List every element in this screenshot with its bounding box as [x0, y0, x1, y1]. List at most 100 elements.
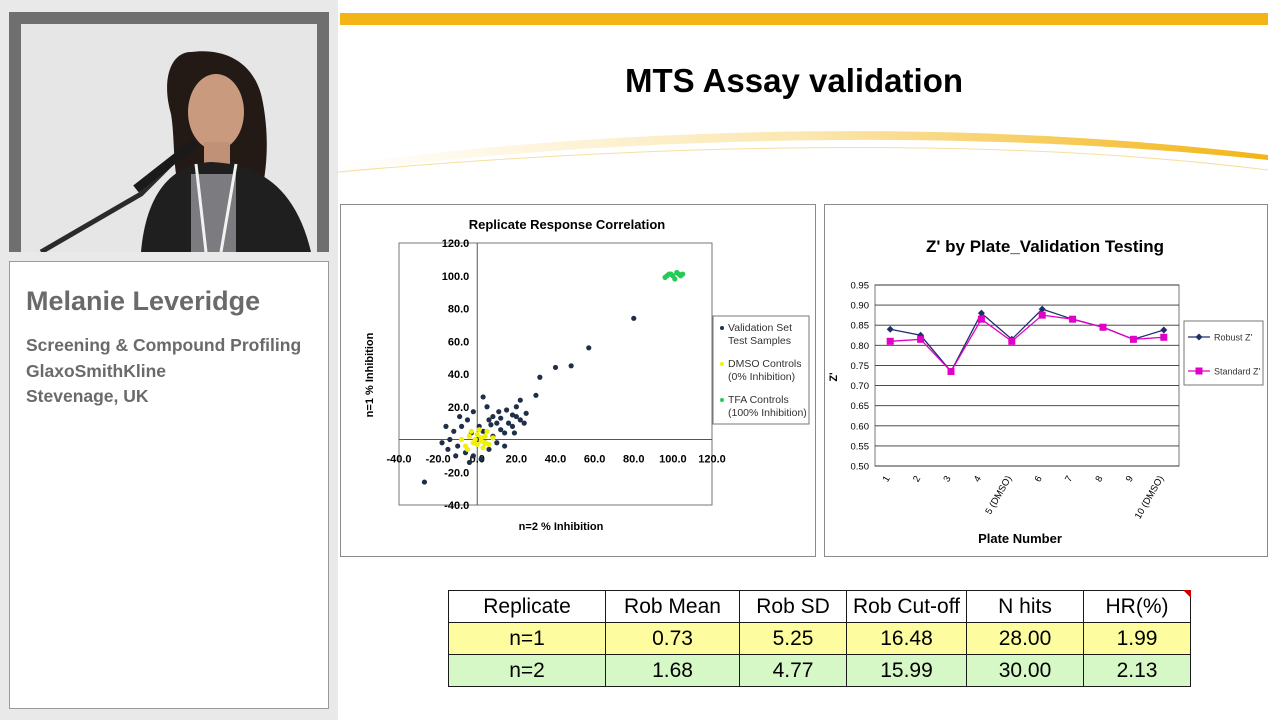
x-tick-label: 10 (DMSO): [1133, 474, 1167, 521]
data-point-square: [947, 367, 955, 375]
x-tick-label: 7: [1063, 474, 1075, 484]
scatter-point: [480, 428, 486, 434]
x-axis-label: n=2 % Inhibition: [519, 521, 604, 533]
x-tick-label: 6: [1033, 474, 1045, 484]
scatter-point: [439, 440, 445, 446]
scatter-point: [484, 428, 490, 434]
scatter-point: [482, 440, 488, 446]
y-tick-label: 0.85: [851, 321, 870, 332]
scatter-point: [503, 407, 510, 413]
scatter-point: [480, 394, 486, 400]
scatter-point: [494, 420, 500, 426]
table-cell: n=2: [448, 654, 606, 687]
table-cell: 30.00: [966, 654, 1084, 687]
axes: -40.0 -20.0 0.0 20.0 40.0 60.0 80.0 100.0 120.01…: [386, 238, 725, 512]
scatter-chart-panel: Replicate Response Correlation -40.0 -20.…: [340, 204, 816, 557]
scatter-point: [421, 479, 428, 485]
chart-title: Replicate Response Correlation: [469, 217, 666, 232]
legend-box: [712, 315, 810, 425]
x-tick-label: 2: [911, 474, 923, 484]
y-tick-label: 80.0: [448, 304, 469, 316]
y-tick-label: 40.0: [448, 369, 469, 381]
y-axis-label: Z': [828, 372, 840, 382]
scatter-point: [480, 445, 486, 451]
y-tick-label: 60.0: [448, 336, 469, 348]
table-cell: 1.99: [1083, 622, 1191, 655]
speaker-name: Melanie Leveridge: [26, 286, 261, 316]
data-point-diamond: [1038, 305, 1046, 313]
x-tick-label: 4: [972, 474, 984, 484]
scatter-point: [513, 413, 519, 420]
x-tick-label: 60.0: [584, 454, 605, 466]
x-tick-label: 20.0: [506, 454, 527, 466]
y-axis-label: n=1 % Inhibition: [364, 332, 376, 417]
scatter-point: [523, 410, 529, 416]
scatter-point: [474, 441, 480, 448]
series-lines: [886, 305, 1168, 375]
data-point-square: [1008, 337, 1016, 345]
x-tick-label: -20.0: [426, 454, 451, 466]
scatter-point: [464, 446, 471, 452]
scatter-point: [631, 315, 637, 321]
scatter-point: [482, 433, 488, 439]
y-tick-label: 0.80: [851, 341, 870, 352]
table-header-row: Replicate Rob Mean Rob SD Rob Cut-off N …: [448, 590, 1191, 623]
x-tick-label: 40.0: [545, 454, 566, 466]
scatter-point: [521, 420, 527, 426]
presenter-video-image: [21, 24, 317, 252]
data-point-diamond: [977, 309, 985, 317]
scatter-point: [455, 443, 461, 449]
slide-swoosh-decoration: [338, 131, 1268, 173]
scatter-point: [490, 435, 496, 441]
scatter-point: [552, 364, 559, 371]
scatter-point: [476, 427, 482, 433]
scatter-point: [568, 363, 574, 369]
table-cell: 16.48: [846, 622, 967, 655]
scatter-point: [672, 276, 678, 282]
column-header: Replicate: [448, 590, 606, 623]
scatter-point: [676, 271, 682, 277]
column-header: HR(%): [1083, 590, 1191, 623]
legend-marker: [720, 326, 724, 330]
y-tick-label: 120.0: [442, 238, 470, 250]
y-tick-label: 0.95: [851, 281, 870, 292]
table-cell: 5.25: [739, 622, 847, 655]
scatter-point: [490, 413, 496, 420]
scatter-point: [466, 433, 473, 439]
scatter-point: [505, 420, 512, 426]
data-point-square: [1160, 333, 1168, 341]
scatter-point: [486, 417, 492, 423]
presenter-video: [9, 12, 329, 252]
speaker-department: Screening & Compound Profiling: [26, 335, 302, 355]
x-tick-label: 5 (DMSO): [983, 474, 1014, 517]
scatter-point: [474, 431, 480, 438]
z-prime-chart: Z' by Plate_Validation Testing 0.95 0.90 0…: [828, 237, 1264, 546]
hit-statistics-table: Replicate Rob Mean Rob SD Rob Cut-off N …: [448, 590, 1191, 687]
scatter-point: [478, 435, 484, 441]
slide-accent-bar: [340, 13, 1268, 25]
plot-area: [874, 284, 1180, 467]
legend-label: Standard Z': [1214, 367, 1261, 377]
legend-label: Test Samples: [728, 335, 791, 347]
z-prime-chart-panel: Z' by Plate_Validation Testing 0.95 0.90 0…: [824, 204, 1268, 557]
slide-title: MTS Assay validation: [624, 62, 964, 99]
scatter-point: [488, 422, 494, 428]
legend-marker: [1195, 367, 1203, 375]
chart-title: Z' by Plate_Validation Testing: [926, 237, 1164, 256]
scatter-point: [445, 446, 451, 452]
scatter-point: [478, 456, 484, 462]
data-points: [421, 269, 686, 485]
y-tick-label: 0.70: [851, 381, 870, 392]
scatter-point: [486, 441, 492, 448]
scatter-point: [517, 397, 523, 403]
data-point-square: [1038, 311, 1046, 319]
y-tick-label: 0.65: [851, 401, 870, 412]
data-point-square: [977, 315, 985, 323]
y-tick-label: 0.75: [851, 361, 870, 372]
scatter-point: [664, 273, 670, 279]
scatter-point: [472, 436, 478, 443]
data-point-square: [917, 335, 925, 343]
column-header: Rob Cut-off: [846, 590, 967, 623]
legend-marker: [1195, 333, 1203, 341]
